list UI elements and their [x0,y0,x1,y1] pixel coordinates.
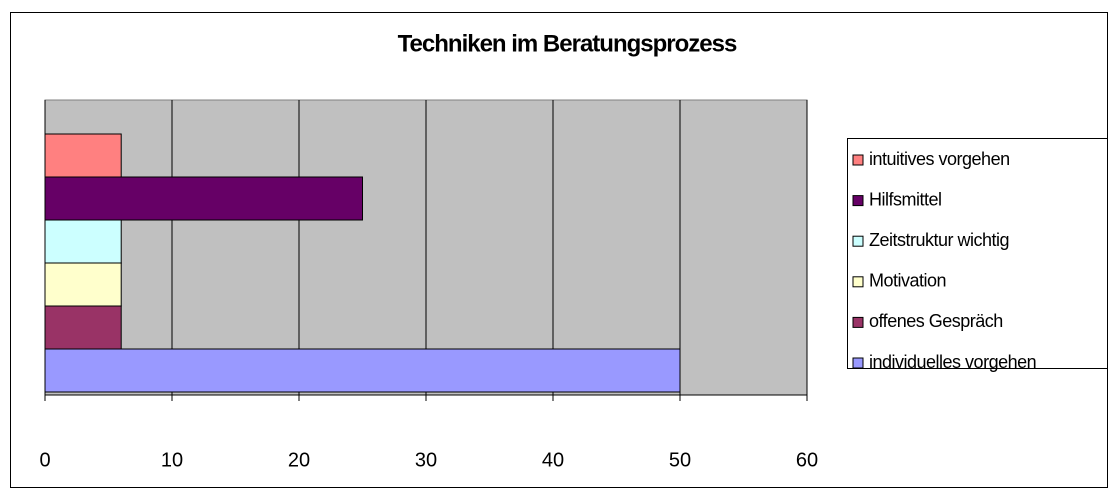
legend-swatch [852,357,864,369]
legend-swatch [852,154,864,166]
x-tick-label: 30 [415,449,437,471]
bar [44,176,363,221]
legend [847,138,1108,369]
bar [44,262,122,307]
bar [44,133,122,178]
legend-label: Motivation [869,271,946,291]
x-tick-label: 20 [288,449,310,471]
legend-label: individuelles vorgehen [869,352,1036,372]
legend-swatch [852,276,864,288]
x-tick-label: 60 [796,449,818,471]
bar [44,348,681,393]
bar [44,219,122,264]
legend-label: offenes Gespräch [869,311,1003,331]
legend-swatch [852,316,864,328]
x-tick-label: 0 [39,449,50,471]
bar [44,305,122,350]
chart-title: Techniken im Beratungsprozess [398,30,737,57]
x-tick-label: 40 [542,449,564,471]
x-tick-label: 50 [669,449,691,471]
legend-label: Zeitstruktur wichtig [869,230,1009,250]
legend-label: Hilfsmittel [869,189,942,209]
legend-swatch [852,195,864,207]
legend-label: intuitives vorgehen [869,149,1010,169]
x-tick-label: 10 [161,449,183,471]
legend-swatch [852,235,864,247]
